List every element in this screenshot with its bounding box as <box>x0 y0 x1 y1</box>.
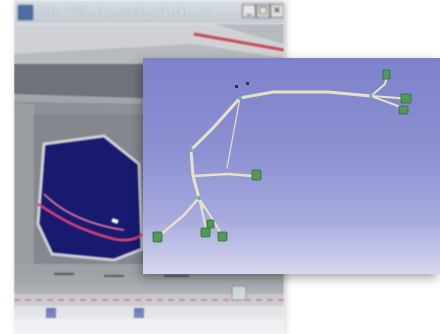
connector-middle <box>251 169 262 181</box>
wire-harness <box>157 75 406 238</box>
dark-panel-cutout <box>36 134 144 262</box>
connector-bottom-right <box>217 231 228 242</box>
back-window-statusbar <box>14 320 284 334</box>
connector-right-lower <box>398 105 409 115</box>
junction-node <box>197 196 201 200</box>
connector-bottom-left <box>152 231 163 243</box>
harness-branch-left <box>189 96 242 152</box>
connector-bottom-mid-2 <box>206 219 215 229</box>
connector-top-right <box>382 69 391 80</box>
harness-branch-middle <box>191 172 255 178</box>
label-markers <box>235 82 249 88</box>
marker <box>235 85 238 88</box>
app-window-icon <box>18 5 33 20</box>
junction-markers <box>189 94 373 200</box>
harness-thin-link <box>226 97 241 169</box>
junction-node <box>189 148 193 152</box>
close-icon[interactable]: × <box>270 4 284 18</box>
back-window-titlebar: CHF_V50_LB_sheet_01.txt - 5 _ □ × <box>14 0 284 24</box>
connector-right-mid <box>400 93 412 104</box>
back-window-title: CHF_V50_LB_sheet_01.txt - 5 <box>36 5 211 18</box>
minimize-icon[interactable]: _ <box>242 4 256 18</box>
marker <box>246 82 249 85</box>
junction-node <box>369 94 373 98</box>
harness-branch-bottom-left <box>157 196 201 238</box>
harness-branch-vertical <box>189 148 201 200</box>
harness-branch-top <box>238 90 373 100</box>
maximize-icon[interactable]: □ <box>256 4 270 18</box>
junction-node <box>237 95 243 101</box>
harness-3d-viewport[interactable] <box>143 58 440 274</box>
connector-bottom-mid-1 <box>200 227 211 238</box>
connectors <box>152 69 412 243</box>
